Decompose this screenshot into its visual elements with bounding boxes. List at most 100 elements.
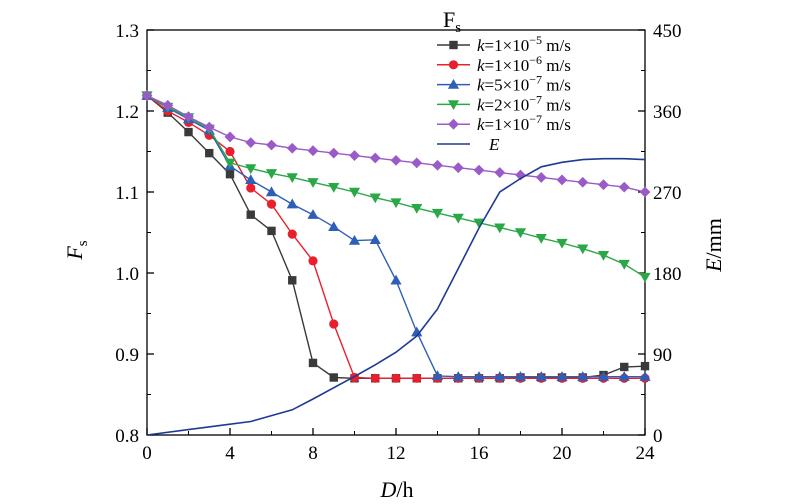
legend-label-mantissa: =2×10	[485, 95, 530, 114]
data-point	[369, 234, 381, 244]
data-point	[411, 326, 423, 337]
legend-item: k=1×10−6 m/s	[437, 53, 571, 75]
y-axis-right-label-unit: /mm	[701, 218, 726, 258]
legend-item: k=1×10−5 m/s	[437, 33, 571, 55]
data-point	[246, 210, 255, 219]
data-point	[597, 250, 610, 261]
legend-label-mantissa: =1×10	[485, 36, 530, 55]
legend-swatch-marker	[448, 118, 459, 130]
data-point	[391, 373, 401, 383]
data-point	[307, 145, 319, 157]
legend-title: Fs	[443, 7, 461, 36]
series-2	[142, 91, 650, 383]
legend-label-exponent: −5	[529, 33, 542, 47]
data-point	[266, 199, 277, 209]
data-point	[286, 142, 298, 154]
legend-label-unit: m/s	[542, 115, 571, 134]
data-point	[432, 159, 443, 171]
data-point	[286, 173, 298, 184]
legend-label-var: k	[477, 56, 485, 75]
data-point	[535, 233, 547, 244]
data-point	[225, 146, 235, 157]
data-point	[370, 373, 380, 383]
legend-label: k=1×10−7 m/s	[477, 112, 571, 134]
legend-swatch-marker	[447, 100, 460, 110]
data-point	[598, 179, 609, 191]
y-left-tick-label: 1.3	[115, 21, 139, 42]
data-point	[639, 186, 651, 198]
y-axis-left-label-var: F	[62, 246, 87, 261]
legend-label-unit: m/s	[542, 36, 571, 55]
legend-swatch-marker	[447, 79, 460, 89]
data-point	[328, 182, 340, 193]
data-point	[556, 238, 568, 249]
data-point	[288, 276, 297, 285]
data-point	[183, 111, 194, 123]
legend-swatch-marker	[448, 60, 459, 70]
x-tick-label: 4	[225, 443, 235, 464]
y-left-tick-label: 0.8	[115, 426, 139, 447]
x-tick-label: 24	[636, 443, 656, 464]
data-point	[225, 169, 235, 179]
y-right-tick-label: 360	[653, 102, 682, 123]
legend-label-unit: m/s	[542, 56, 571, 75]
series-layer	[141, 90, 651, 436]
legend-item: k=1×10−7 m/s	[437, 112, 571, 134]
legend-label: k=1×10−6 m/s	[477, 53, 571, 75]
data-point	[328, 221, 340, 232]
data-point	[390, 198, 402, 209]
data-point	[184, 127, 193, 137]
y-right-tick-label: 0	[653, 426, 663, 447]
data-point	[577, 371, 589, 381]
data-point	[390, 155, 402, 166]
data-point	[245, 164, 257, 175]
data-point	[618, 259, 630, 270]
data-point	[620, 362, 629, 372]
data-point	[245, 174, 257, 185]
data-point	[390, 274, 402, 285]
legend-label-var: k	[477, 36, 485, 55]
series-line	[146, 157, 646, 436]
legend-item: k=5×10−7 m/s	[437, 73, 571, 95]
legend-label-mantissa: =1×10	[485, 115, 530, 134]
data-point	[307, 178, 319, 188]
data-point	[203, 121, 215, 133]
x-axis-label-unit: /h	[396, 477, 413, 502]
data-point	[640, 361, 650, 371]
data-point	[473, 164, 485, 176]
legend-label-exponent: −7	[529, 112, 542, 126]
data-point	[329, 373, 338, 382]
data-point	[473, 218, 485, 229]
data-point	[369, 152, 381, 164]
legend-item: E	[437, 135, 500, 154]
data-point	[141, 90, 153, 102]
data-point	[514, 371, 527, 381]
data-point	[348, 187, 361, 198]
legend-label: k=5×10−7 m/s	[477, 73, 571, 95]
data-point	[329, 319, 339, 329]
data-point	[473, 371, 485, 381]
tick-labels: 0 4 8 12 16 20 24 0.8 0.9 1.0 1.1 1.2 1.3 0 90 180 270 36…	[115, 21, 681, 464]
data-point	[411, 204, 423, 214]
data-point	[265, 186, 278, 197]
data-point	[348, 235, 361, 245]
legend-label: k=2×10−7 m/s	[477, 92, 571, 114]
data-point	[577, 244, 589, 255]
legend-label-var: k	[477, 76, 485, 95]
data-point	[349, 150, 360, 161]
data-point	[431, 370, 444, 381]
data-point	[328, 147, 340, 159]
legend-label-var: E	[488, 135, 500, 154]
data-point	[452, 213, 464, 224]
data-point	[246, 183, 256, 193]
y-axis-left-label-sub: s	[75, 240, 91, 246]
data-point	[369, 193, 381, 204]
legend-swatch-marker	[449, 40, 458, 50]
series-line	[146, 95, 646, 379]
data-point	[639, 272, 651, 283]
data-point	[267, 226, 276, 236]
data-point	[556, 371, 568, 381]
data-point	[265, 169, 278, 179]
data-point	[307, 209, 319, 219]
